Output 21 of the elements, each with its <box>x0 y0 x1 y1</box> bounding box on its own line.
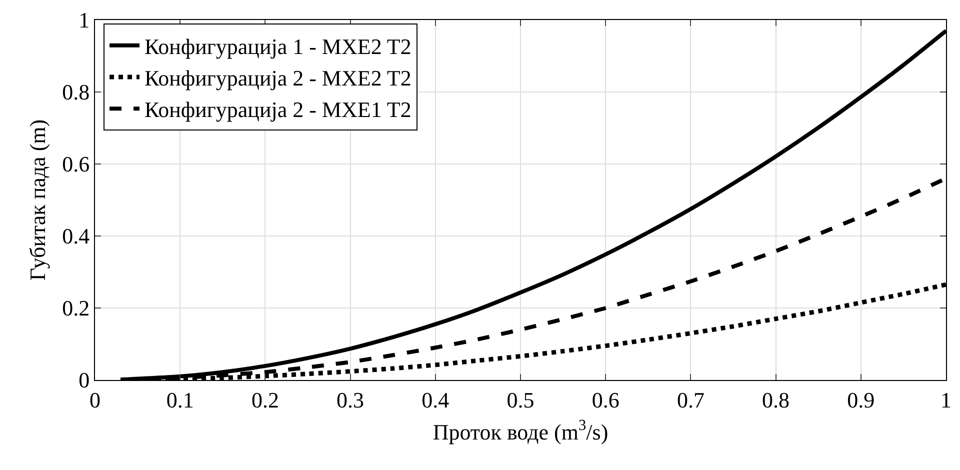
legend-label: Конфигурација 2 - MXE2 T2 <box>144 66 412 91</box>
x-tick-label: 0.9 <box>847 387 875 412</box>
x-axis-title: Проток воде (m$^{3}$/s) <box>432 417 608 444</box>
x-tick-label: 0.4 <box>422 387 450 412</box>
y-tick-label: 0.8 <box>62 80 90 105</box>
y-tick-label: 0.4 <box>62 224 90 249</box>
y-tick-label: 0.6 <box>62 152 90 177</box>
x-tick-label: 0.6 <box>592 387 620 412</box>
x-tick-label: 0.2 <box>251 387 279 412</box>
y-tick-label: 1 <box>78 8 90 33</box>
x-tick-label: 0.8 <box>762 387 790 412</box>
legend-label: Конфигурација 1 - MXE2 T2 <box>144 34 412 59</box>
x-tick-label: 0.1 <box>166 387 194 412</box>
legend-label: Конфигурација 2 - MXE1 T2 <box>144 97 412 122</box>
y-axis-title: Губитак пада (m) <box>24 119 50 281</box>
y-tick-label: 0.2 <box>62 296 90 321</box>
x-tick-label: 1 <box>940 387 952 412</box>
x-tick-label: 0.3 <box>336 387 364 412</box>
x-tick-label: 0.5 <box>506 387 534 412</box>
y-tick-label: 0 <box>78 368 90 393</box>
x-tick-label: 0.7 <box>676 387 704 412</box>
